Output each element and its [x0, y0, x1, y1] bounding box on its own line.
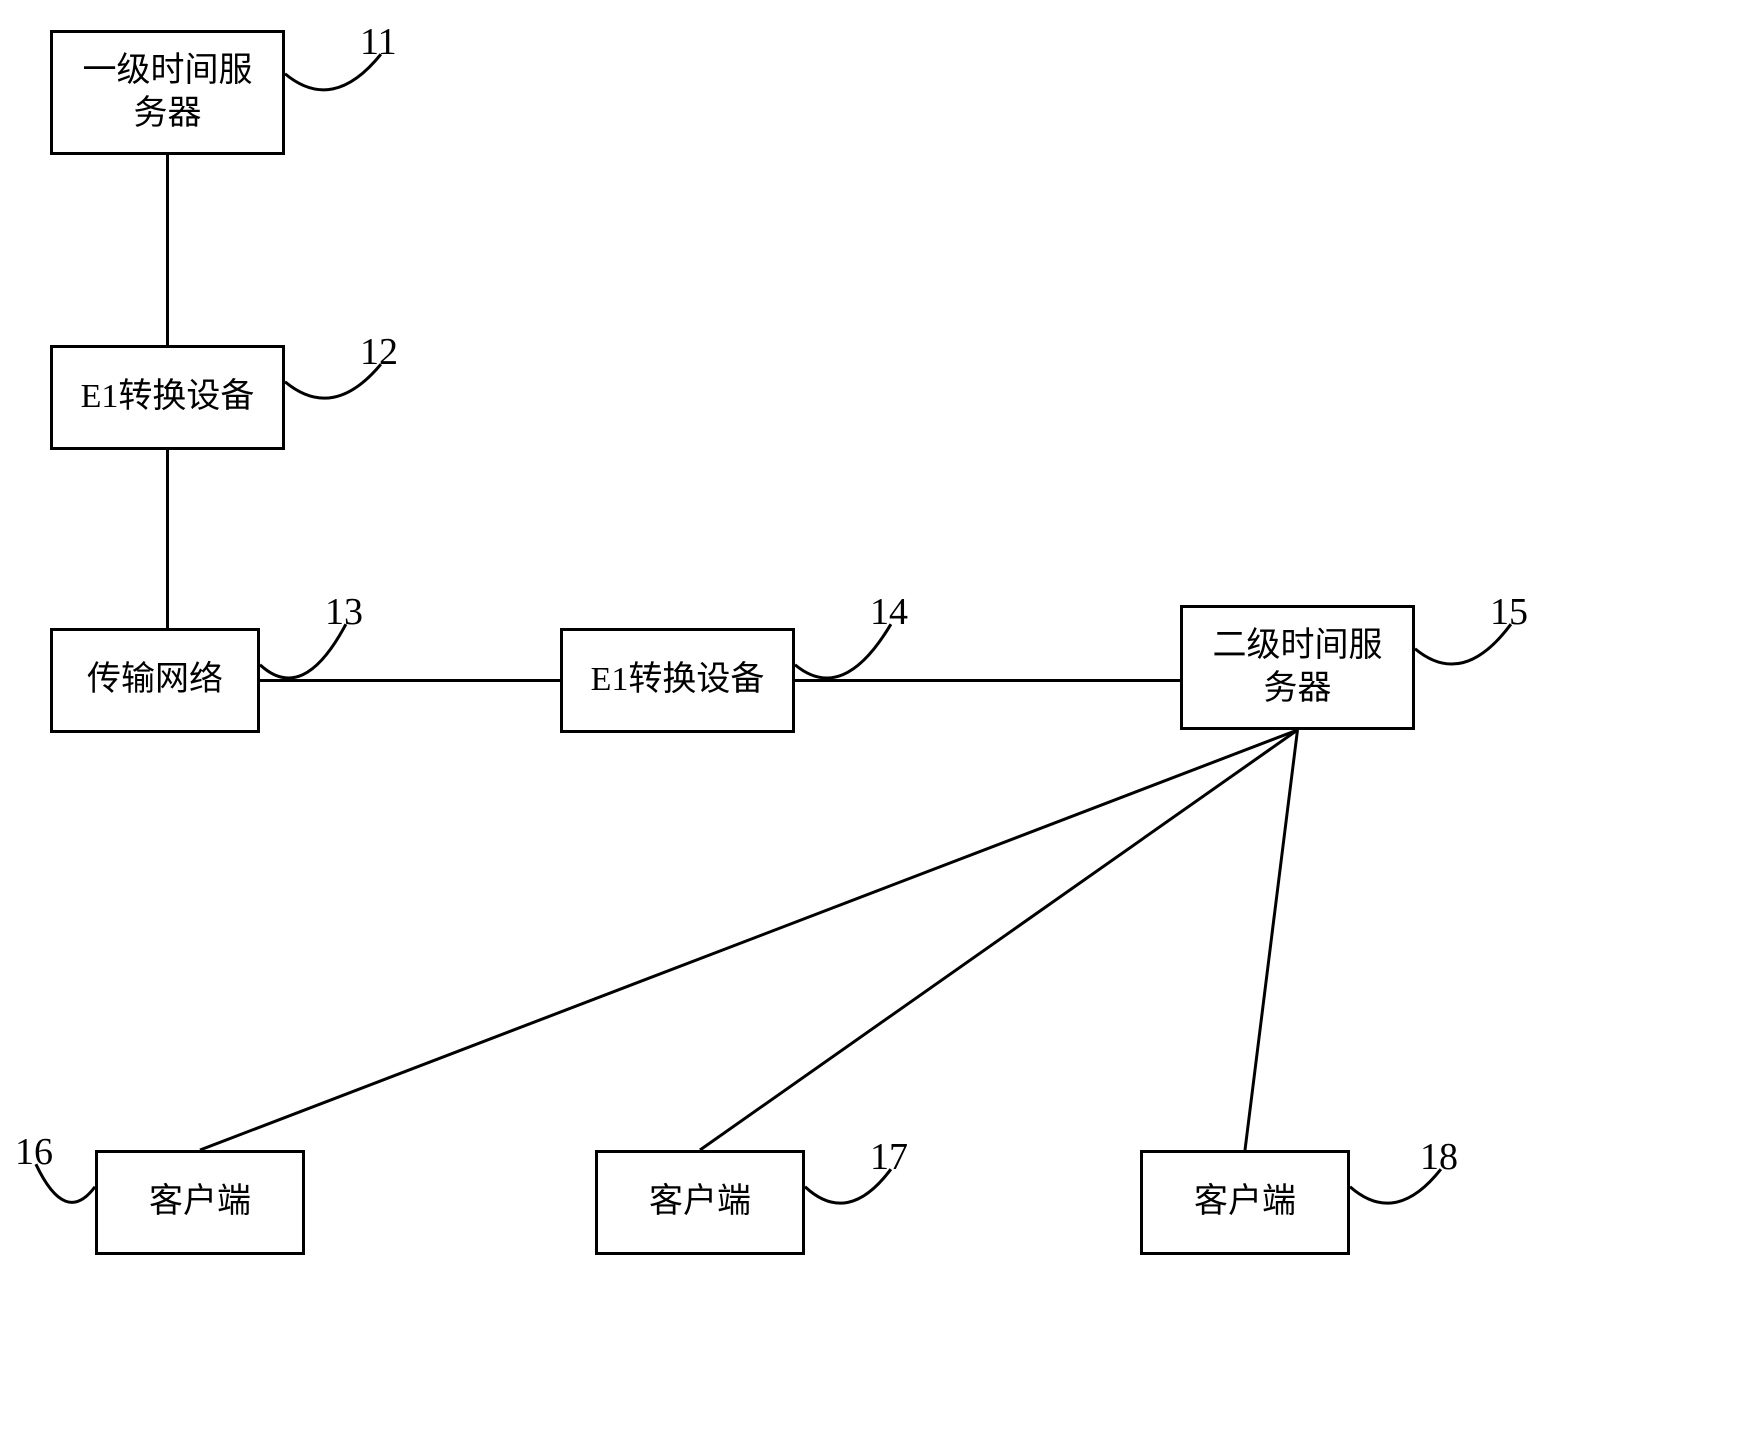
node-label: 一级时间服务器: [83, 50, 253, 135]
node-n15: 二级时间服务器: [1180, 605, 1415, 730]
node-label: E1转换设备: [591, 659, 765, 702]
node-n16: 客户端: [95, 1150, 305, 1255]
edge: [1245, 730, 1298, 1150]
node-n17: 客户端: [595, 1150, 805, 1255]
edge: [700, 730, 1298, 1150]
ref-label-l15: 15: [1490, 590, 1528, 634]
ref-label-l16: 16: [15, 1130, 53, 1174]
node-n12: E1转换设备: [50, 345, 285, 450]
ref-label-l11: 11: [360, 20, 397, 64]
node-n11: 一级时间服务器: [50, 30, 285, 155]
edge: [200, 730, 1298, 1150]
ref-label-l14: 14: [870, 590, 908, 634]
node-label: 传输网络: [87, 659, 223, 702]
node-label: 客户端: [149, 1181, 251, 1224]
node-label: 客户端: [649, 1181, 751, 1224]
node-label: 客户端: [1194, 1181, 1296, 1224]
ref-label-l13: 13: [325, 590, 363, 634]
node-n18: 客户端: [1140, 1150, 1350, 1255]
node-n14: E1转换设备: [560, 628, 795, 733]
node-label: 二级时间服务器: [1213, 625, 1383, 710]
diagram-canvas: 一级时间服务器E1转换设备传输网络E1转换设备二级时间服务器客户端客户端客户端1…: [0, 0, 1763, 1442]
node-label: E1转换设备: [81, 376, 255, 419]
ref-label-l17: 17: [870, 1135, 908, 1179]
ref-label-l12: 12: [360, 330, 398, 374]
node-n13: 传输网络: [50, 628, 260, 733]
ref-label-l18: 18: [1420, 1135, 1458, 1179]
